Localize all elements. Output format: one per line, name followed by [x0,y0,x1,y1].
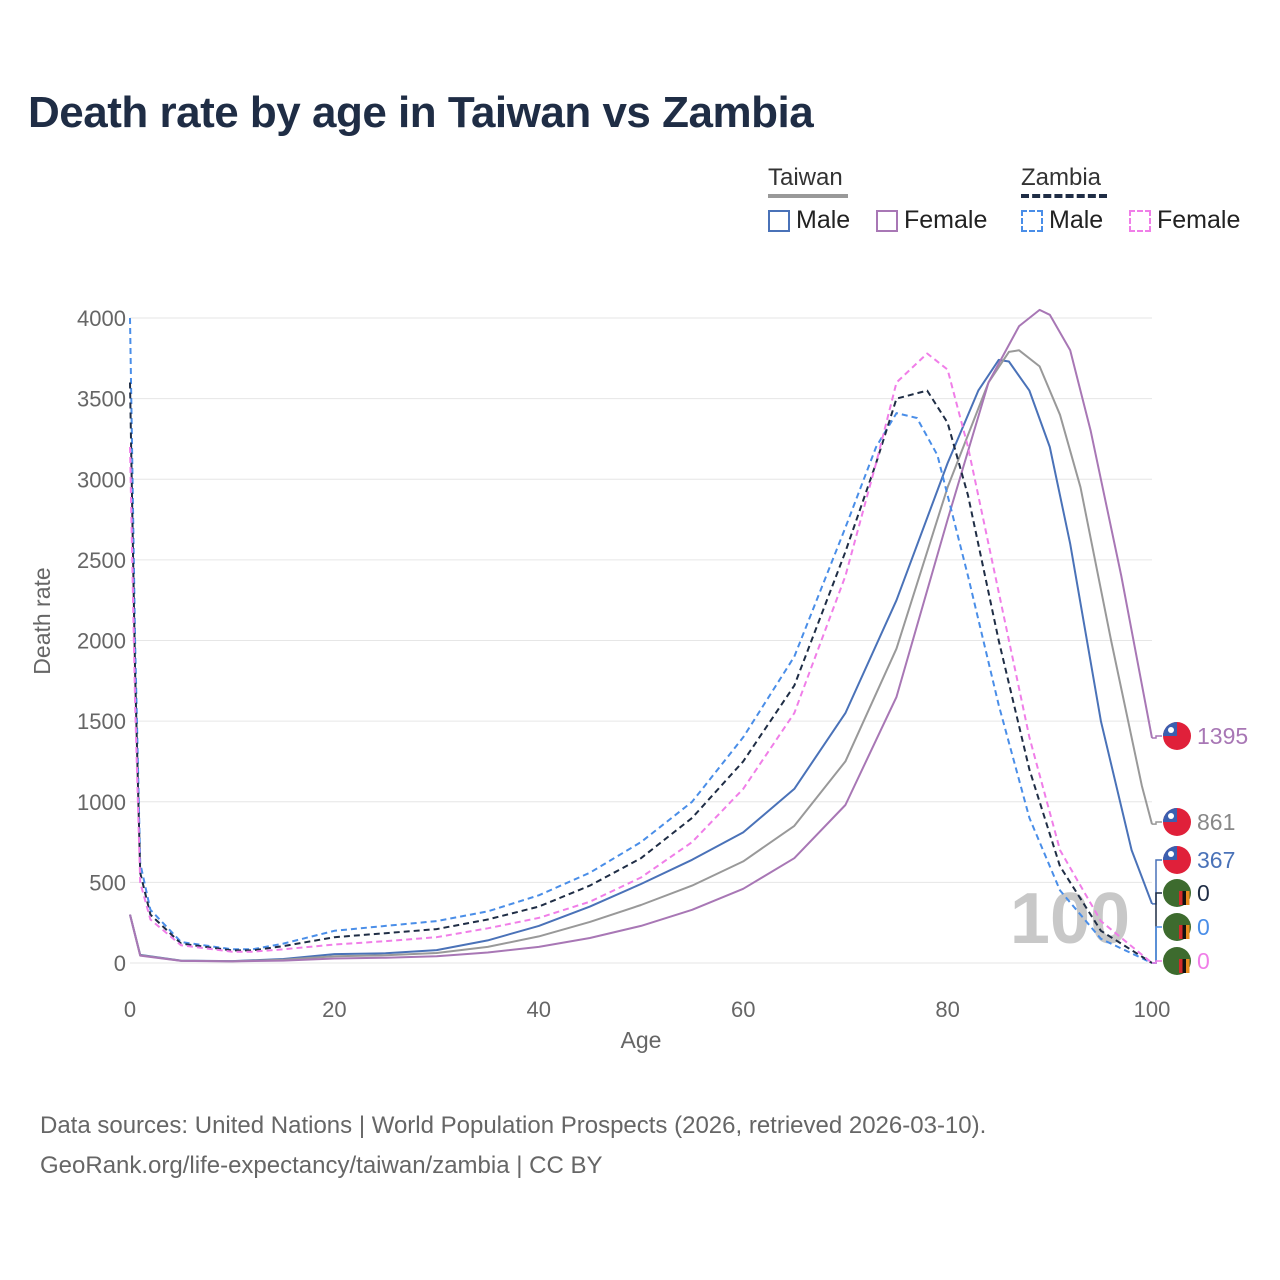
y-tick-label: 2500 [77,548,126,573]
x-axis-ticks: 0 20 40 60 80 100 [124,997,1170,1022]
x-tick-label: 80 [935,997,959,1022]
series-line-taiwan-both[interactable] [129,349,1153,963]
x-tick-label: 20 [322,997,346,1022]
legend-item-taiwan-male[interactable]: Male [768,206,850,235]
source-line-2[interactable]: GeoRank.org/life-expectancy/taiwan/zambi… [40,1152,603,1179]
x-tick-label: 60 [731,997,755,1022]
y-tick-label: 500 [89,870,126,895]
legend-item-label: Male [1049,206,1104,234]
end-label-value: 0 [1197,880,1210,906]
legend-swatch [1021,209,1043,232]
series-lines [129,308,1153,964]
y-tick-label: 1000 [77,790,126,815]
end-label-value: 1395 [1197,723,1248,749]
end-labels: 1395 861 367 0 0 0 [1152,722,1248,975]
legend-group-zambia-label: Zambia [1021,164,1102,191]
flag-taiwan-icon [1163,808,1191,836]
series-line-zambia-male[interactable] [129,317,1153,964]
y-tick-label: 4000 [77,306,126,331]
end-label-value: 367 [1197,847,1235,873]
chart-title: Death rate by age in Taiwan vs Zambia [28,88,814,137]
legend-swatch [1129,209,1151,232]
legend-item-zambia-female[interactable]: Female [1129,206,1240,235]
legend-item-label: Male [796,206,851,234]
series-line-zambia-both[interactable] [129,382,1153,964]
x-tick-label: 100 [1134,997,1171,1022]
legend-group-taiwan: Taiwan [768,164,848,198]
source-line-1: Data sources: United Nations | World Pop… [40,1112,987,1139]
x-axis-label: Age [621,1027,662,1053]
y-tick-label: 1500 [77,709,126,734]
legend: Taiwan Zambia Male Female Male Female [0,0,1280,260]
legend-item-taiwan-female[interactable]: Female [876,206,987,235]
flag-zambia-icon [1163,879,1191,907]
source-note: Data sources: United Nations | World Pop… [40,1106,986,1186]
y-tick-label: 0 [114,951,126,976]
series-line-taiwan-female[interactable] [129,308,1153,963]
end-label-connector [1152,960,1162,964]
legend-item-zambia-male[interactable]: Male [1021,206,1103,235]
end-label-connector [1152,926,1162,964]
year-watermark: 100 [1010,879,1130,959]
legend-group-taiwan-label: Taiwan [768,164,843,191]
series-line-zambia-female[interactable] [129,352,1153,964]
end-label-value: 861 [1197,809,1235,835]
x-tick-label: 40 [527,997,551,1022]
series-line-taiwan-male[interactable] [129,358,1153,963]
end-label-value: 0 [1197,948,1210,974]
y-axis-label: Death rate [29,567,55,674]
y-axis-ticks: 0 500 1000 1500 2000 2500 3000 3500 4000 [77,306,126,976]
end-label-connector [1152,821,1162,825]
end-label-connector [1152,859,1162,905]
legend-group-zambia: Zambia [1021,164,1107,198]
end-label-value: 0 [1197,914,1210,940]
flag-taiwan-icon [1163,846,1191,874]
y-tick-label: 2000 [77,629,126,654]
legend-swatch [768,209,790,232]
x-tick-label: 0 [124,997,136,1022]
legend-swatch [876,209,898,232]
flag-zambia-icon [1163,913,1191,941]
end-label-connector [1152,735,1162,739]
y-tick-label: 3000 [77,467,126,492]
legend-item-label: Female [904,206,988,234]
flag-taiwan-icon [1163,722,1191,750]
flag-zambia-icon [1163,947,1191,975]
legend-item-label: Female [1157,206,1241,234]
y-tick-label: 3500 [77,387,126,412]
